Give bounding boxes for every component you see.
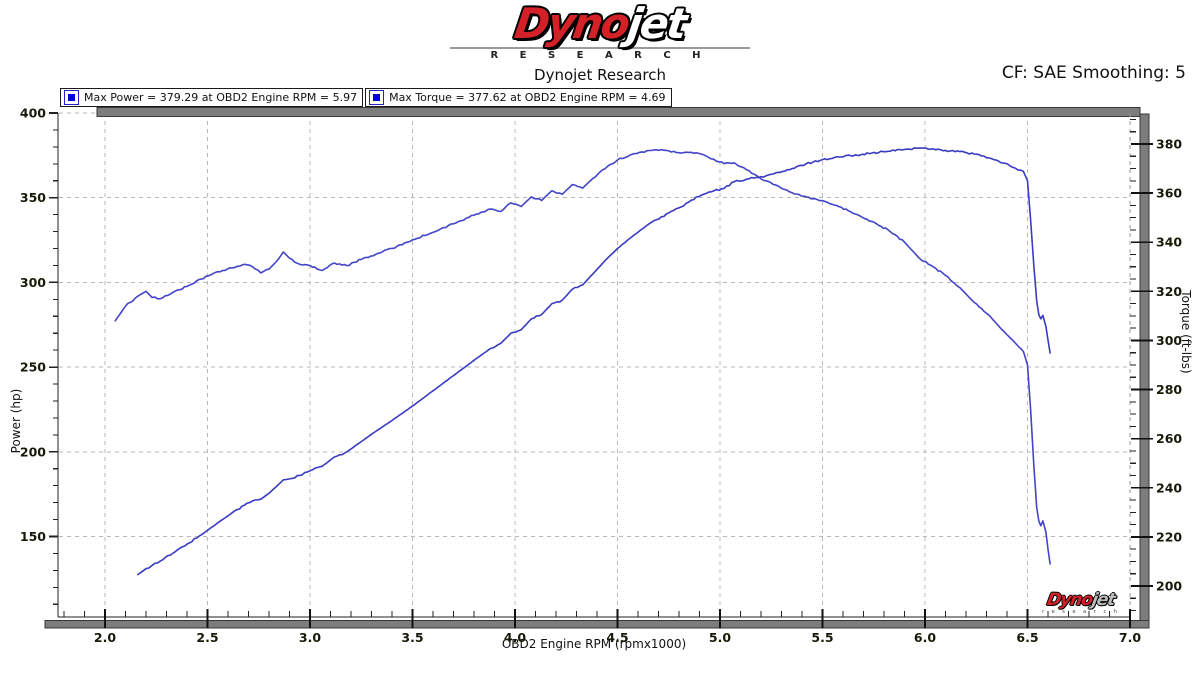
svg-text:200: 200: [1156, 579, 1182, 594]
logo-research-text: R E S E A R C H: [490, 50, 710, 61]
watermark-dyno-text: Dyno: [1045, 590, 1095, 610]
torque-series-swatch: [369, 90, 385, 105]
left-axis-title: Power (hp): [9, 388, 23, 454]
svg-text:300: 300: [20, 275, 46, 290]
dynojet-watermark: Dynojet r e s e a r c h: [1042, 590, 1120, 615]
logo-dyno-text: Dyno: [511, 0, 632, 48]
svg-text:260: 260: [1156, 431, 1182, 446]
svg-text:150: 150: [20, 529, 46, 544]
svg-text:360: 360: [1156, 186, 1182, 201]
dynojet-logo: Dynojet R E S E A R C H: [0, 0, 1200, 61]
svg-text:250: 250: [20, 360, 46, 375]
legend-item-max-power[interactable]: Max Power = 379.29 at OBD2 Engine RPM = …: [60, 88, 364, 107]
scrollbar-top[interactable]: [96, 107, 1141, 117]
scrollbar-right[interactable]: [1139, 113, 1150, 629]
correction-smoothing-label: CF: SAE Smoothing: 5: [1001, 63, 1186, 83]
watermark-research-text: r e s e a r c h: [1042, 609, 1120, 615]
power-series-swatch: [64, 90, 79, 105]
curve-power: [137, 147, 1051, 576]
legend-max-power-label: Max Power = 379.29 at OBD2 Engine RPM = …: [84, 91, 358, 104]
legend-item-max-torque[interactable]: Max Torque = 377.62 at OBD2 Engine RPM =…: [365, 88, 672, 107]
curve-torque: [114, 148, 1051, 565]
svg-text:220: 220: [1156, 529, 1182, 544]
svg-text:340: 340: [1156, 235, 1182, 250]
watermark-jet-text: jet: [1090, 590, 1117, 610]
power-series-swatch-square: [68, 94, 75, 101]
svg-text:240: 240: [1156, 480, 1182, 495]
torque-series-swatch-square: [373, 94, 381, 101]
legend-max-torque-label: Max Torque = 377.62 at OBD2 Engine RPM =…: [389, 91, 666, 104]
page-title: Dynojet Research: [534, 66, 666, 84]
chart-legend: Max Power = 379.29 at OBD2 Engine RPM = …: [60, 88, 674, 107]
svg-text:380: 380: [1156, 137, 1182, 152]
dynojet-logo-wordmark: Dynojet: [511, 0, 689, 48]
svg-text:350: 350: [20, 190, 46, 205]
x-axis-title: OBD2 Engine RPM (rpmx1000): [501, 637, 687, 651]
scrollbar-bottom[interactable]: [44, 620, 1150, 629]
logo-jet-text: jet: [624, 0, 689, 48]
svg-text:200: 200: [20, 444, 46, 459]
svg-text:400: 400: [20, 106, 46, 121]
right-axis-title: Torque (ft-lbs): [1179, 290, 1193, 374]
logo-divider: [450, 47, 750, 49]
watermark-wordmark: Dynojet: [1045, 590, 1117, 610]
